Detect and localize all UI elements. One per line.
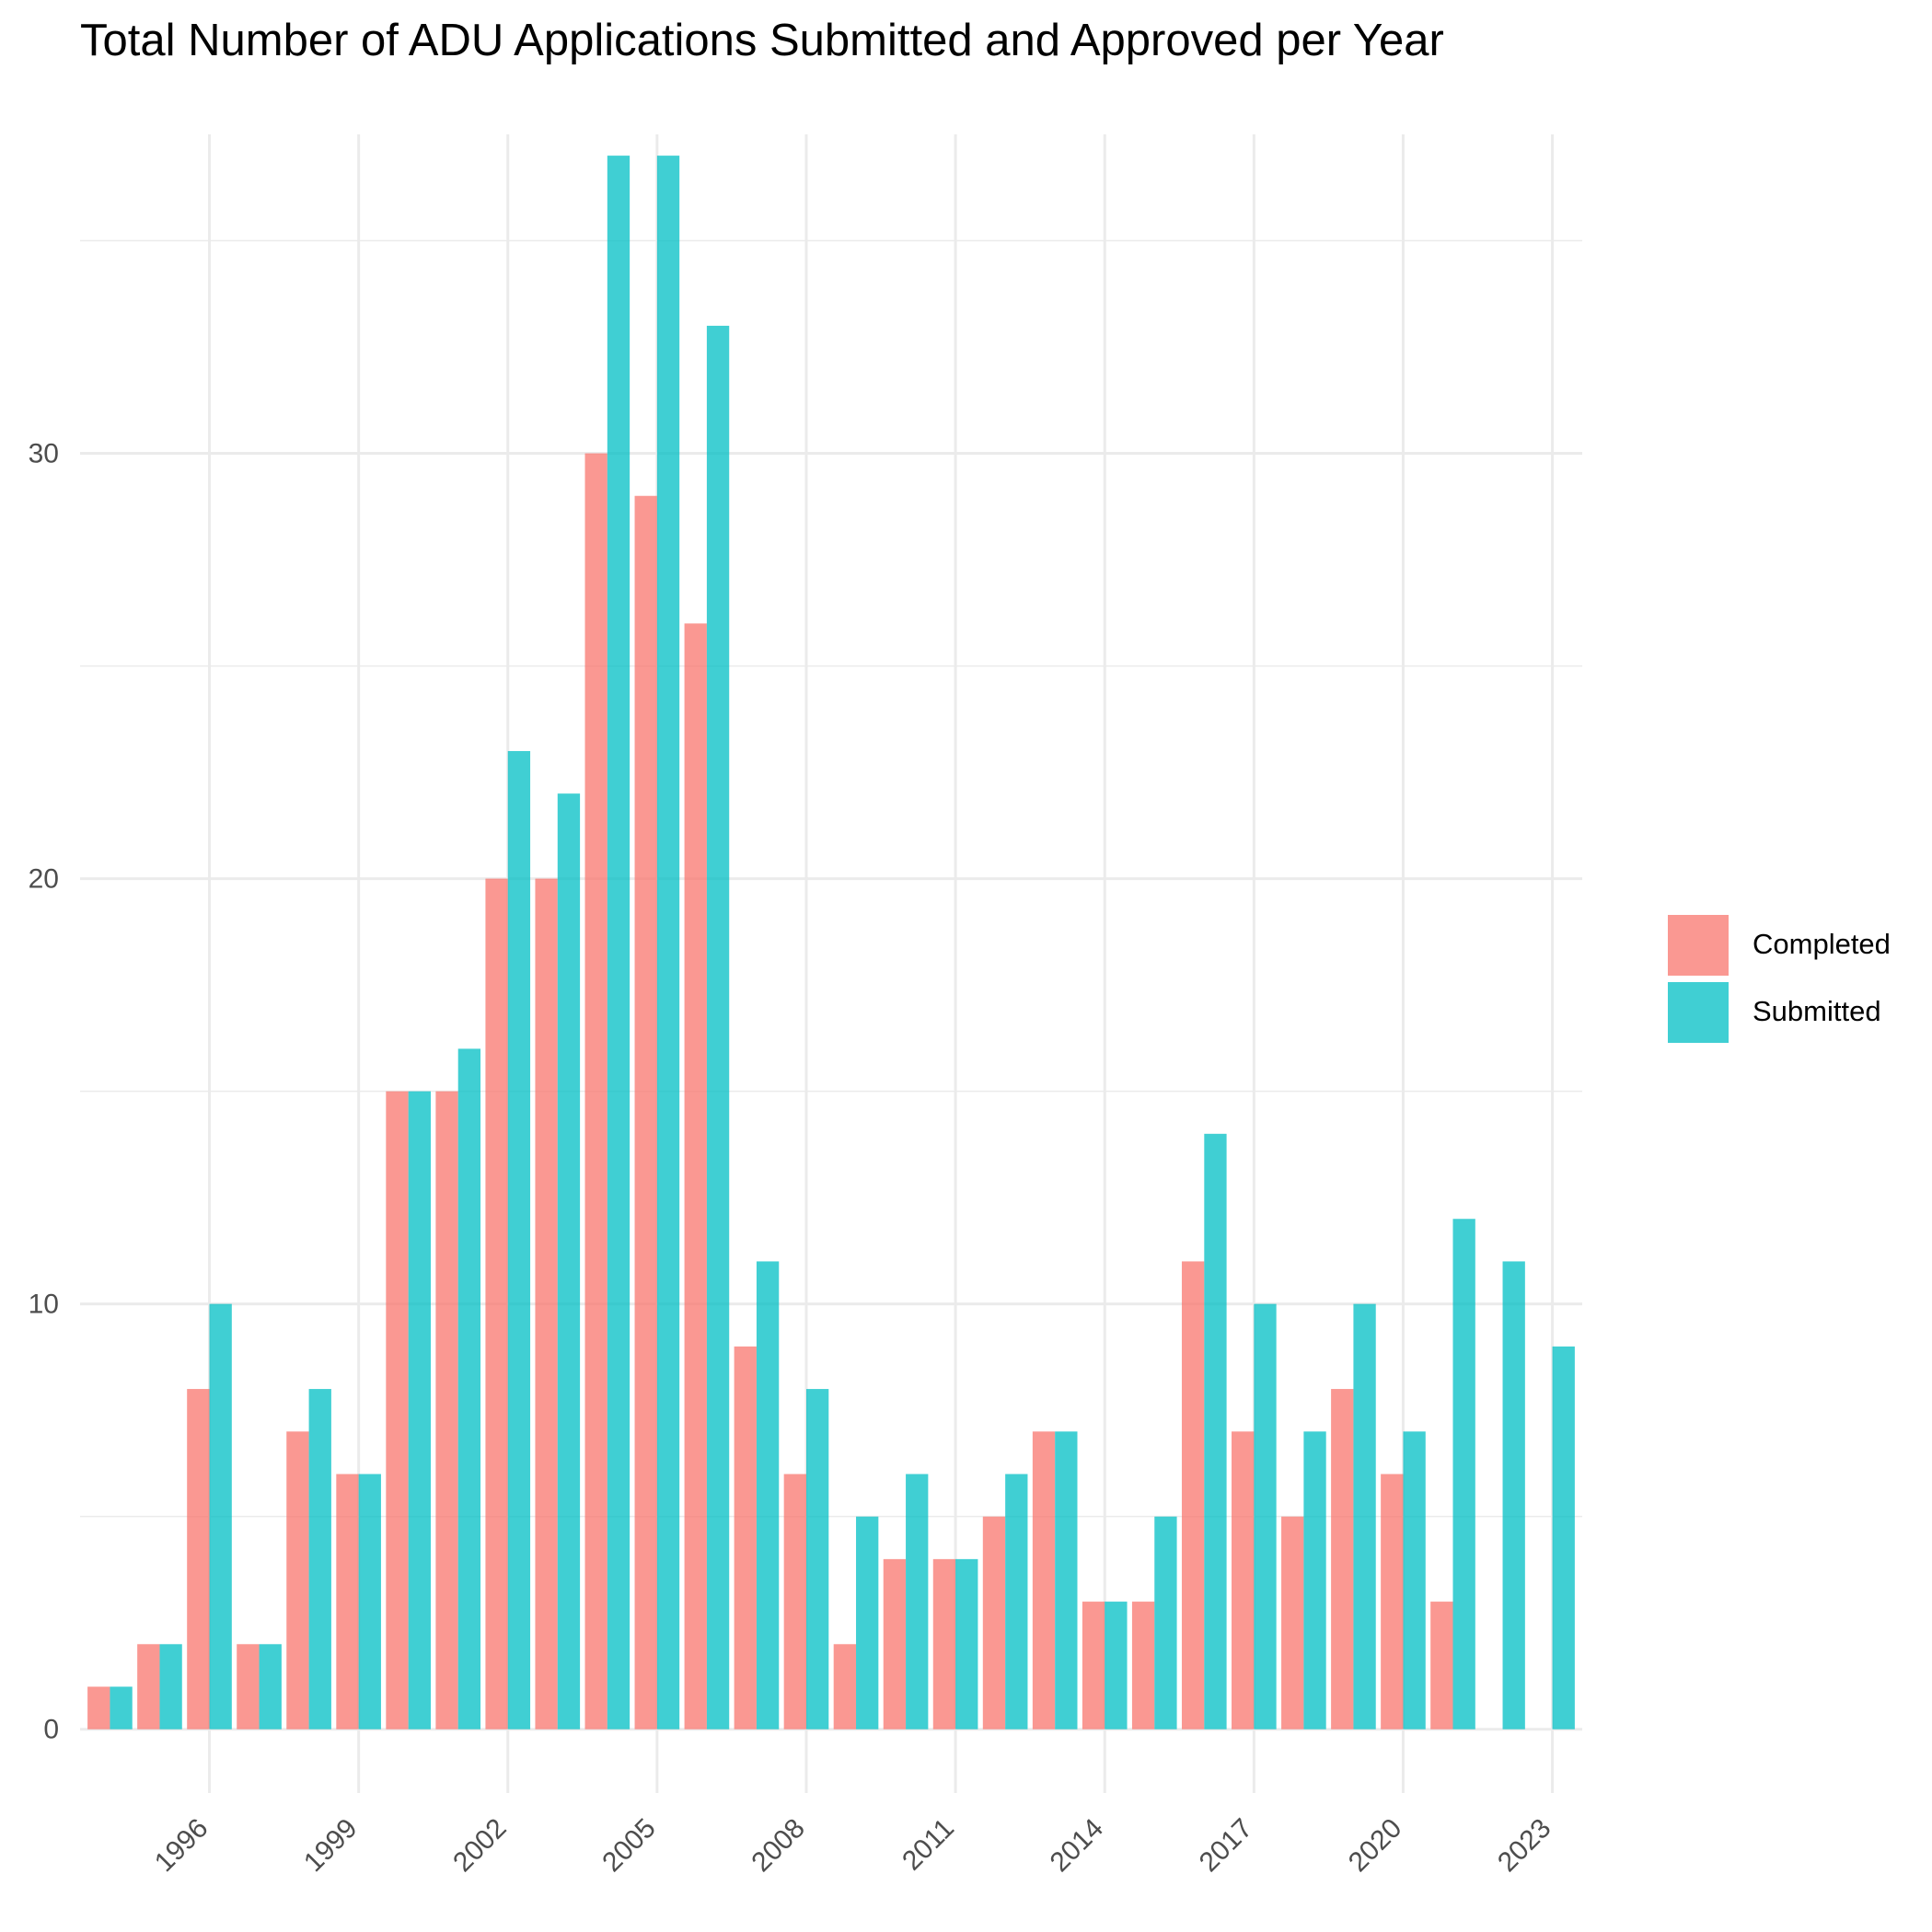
legend-label-completed: Completed (1753, 928, 1891, 960)
bar-completed-2020 (1381, 1474, 1404, 1730)
bar-submitted-1999 (358, 1474, 381, 1730)
bar-completed-2006 (684, 623, 707, 1730)
legend-swatch-completed (1668, 915, 1729, 976)
bar-submitted-2016 (1204, 1133, 1227, 1730)
bar-completed-2000 (386, 1091, 409, 1730)
bar-completed-2018 (1281, 1516, 1304, 1730)
bar-submitted-2014 (1105, 1602, 1128, 1730)
x-tick-label: 1999 (298, 1813, 364, 1879)
bar-submitted-2005 (656, 156, 680, 1730)
x-axis-ticks: 1996 1999 2002 2005 2008 2011 2014 2017 2020 2023 (149, 1813, 1557, 1879)
bar-completed-1995 (137, 1644, 160, 1730)
bar-completed-2008 (783, 1474, 806, 1730)
y-tick-label: 0 (43, 1715, 59, 1745)
bar-submitted-2003 (557, 793, 581, 1730)
bar-completed-2003 (535, 878, 558, 1730)
bar-completed-2013 (1032, 1431, 1056, 1730)
x-tick-label: 1996 (149, 1813, 214, 1879)
bar-completed-2017 (1232, 1431, 1255, 1730)
bar-submitted-2000 (408, 1091, 431, 1730)
bar-completed-2007 (734, 1346, 757, 1730)
bar-completed-2012 (982, 1516, 1006, 1730)
bar-completed-2010 (883, 1558, 907, 1730)
chart-title: Total Number of ADU Applications Submitt… (80, 16, 1444, 65)
bar-submitted-1994 (110, 1686, 133, 1730)
bar-submitted-2022 (1502, 1261, 1525, 1730)
bar-submitted-2019 (1353, 1303, 1376, 1730)
bar-submitted-2020 (1403, 1431, 1426, 1730)
y-tick-label: 10 (29, 1290, 59, 1320)
x-tick-label: 2008 (746, 1813, 811, 1879)
y-axis-ticks: 0 10 20 30 (29, 439, 59, 1745)
bar-submitted-2013 (1055, 1431, 1078, 1730)
x-tick-label: 2005 (596, 1813, 662, 1879)
bar-submitted-1997 (259, 1644, 282, 1730)
bar-submitted-2009 (856, 1516, 879, 1730)
bar-submitted-2021 (1452, 1219, 1475, 1730)
x-tick-label: 2023 (1492, 1813, 1557, 1879)
bar-completed-2002 (485, 878, 508, 1730)
bar-submitted-2015 (1154, 1516, 1177, 1730)
bar-submitted-1998 (308, 1389, 331, 1730)
bar-submitted-2018 (1303, 1431, 1326, 1730)
bar-submitted-2008 (805, 1389, 829, 1730)
bar-completed-1994 (87, 1686, 110, 1730)
y-tick-label: 30 (29, 439, 59, 469)
bar-submitted-2012 (1005, 1474, 1028, 1730)
bar-completed-2019 (1331, 1389, 1354, 1730)
bar-submitted-1995 (159, 1644, 182, 1730)
bar-submitted-2004 (607, 156, 631, 1730)
bar-completed-1997 (237, 1644, 260, 1730)
bar-completed-2021 (1430, 1602, 1453, 1730)
bar-submitted-2001 (457, 1048, 481, 1730)
x-tick-label: 2011 (897, 1813, 960, 1877)
bar-completed-1996 (187, 1389, 210, 1730)
bar-completed-2015 (1131, 1602, 1155, 1730)
x-tick-label: 2014 (1045, 1813, 1110, 1879)
bar-submitted-2023 (1552, 1346, 1575, 1730)
bar-layer (87, 156, 1575, 1730)
bar-completed-1998 (286, 1431, 309, 1730)
bar-submitted-2010 (906, 1474, 929, 1730)
bar-completed-2016 (1181, 1261, 1205, 1730)
bar-completed-1999 (336, 1474, 359, 1730)
bar-completed-2005 (634, 495, 657, 1730)
bar-completed-2009 (833, 1644, 857, 1730)
bar-completed-2011 (932, 1558, 956, 1730)
bar-submitted-2002 (507, 750, 531, 1730)
bar-completed-2004 (584, 453, 607, 1730)
bar-submitted-2007 (756, 1261, 780, 1730)
bar-submitted-2011 (955, 1558, 978, 1730)
bar-submitted-1996 (209, 1303, 232, 1730)
x-tick-label: 2017 (1194, 1813, 1259, 1879)
bar-submitted-2017 (1254, 1303, 1277, 1730)
bar-completed-2001 (435, 1091, 458, 1730)
legend-swatch-submitted (1668, 982, 1729, 1043)
x-tick-label: 2020 (1343, 1813, 1408, 1879)
x-tick-label: 2002 (447, 1813, 513, 1879)
bar-completed-2014 (1082, 1602, 1105, 1730)
bar-submitted-2006 (706, 325, 730, 1730)
y-tick-label: 20 (29, 864, 59, 895)
legend-label-submitted: Submitted (1753, 995, 1881, 1027)
